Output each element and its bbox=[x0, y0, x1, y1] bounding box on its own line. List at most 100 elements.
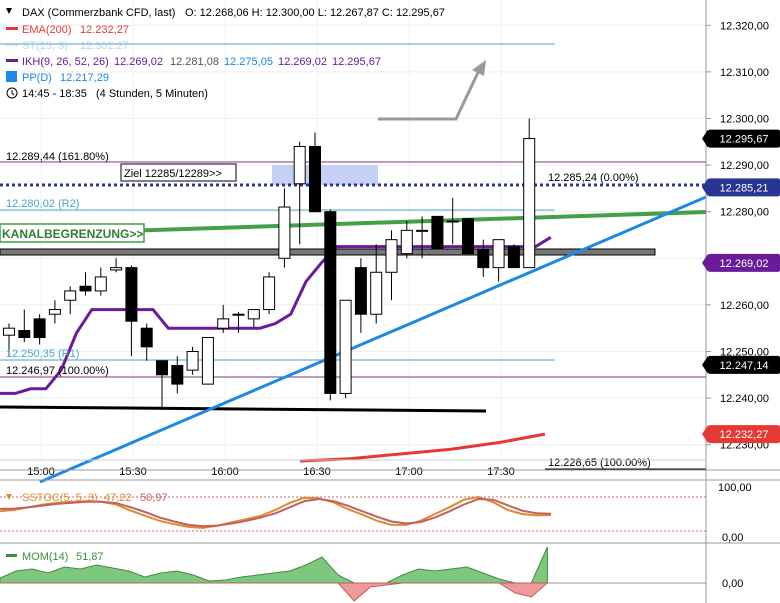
price-label-text: 12.285,21 bbox=[720, 182, 769, 194]
candle bbox=[523, 138, 536, 269]
price-label-text: 12.247,14 bbox=[720, 360, 769, 372]
y-tick-label: 12.320,00 bbox=[720, 20, 769, 32]
mom-label: MOM(14) bbox=[22, 551, 68, 563]
channel-box bbox=[0, 223, 145, 243]
stoc-tick-100: 100,00 bbox=[718, 482, 752, 494]
stoc-tick-0: 0,00 bbox=[722, 532, 743, 544]
target-label: Ziel 12285/12289>> bbox=[124, 168, 222, 180]
stoc-d-value: 50,97 bbox=[140, 492, 168, 504]
candle bbox=[110, 267, 123, 271]
candle bbox=[431, 215, 444, 250]
x-axis-ticks: 15:00 15:30 16:00 16:30 17:00 17:30 bbox=[27, 466, 515, 478]
candle bbox=[79, 285, 92, 292]
candle bbox=[125, 267, 138, 322]
ikh-value-2: 12.281,08 bbox=[170, 56, 219, 68]
st-legend-value: 12.302,27 bbox=[80, 40, 129, 52]
x-tick-label: 16:00 bbox=[211, 466, 239, 478]
price-label-pointer bbox=[702, 178, 708, 197]
ikh-value-1: 12.269,02 bbox=[114, 56, 163, 68]
clock-hands bbox=[11, 90, 15, 96]
candle bbox=[462, 218, 474, 255]
candle bbox=[507, 246, 520, 269]
x-tick-label: 15:30 bbox=[119, 466, 147, 478]
candle bbox=[339, 299, 352, 394]
x-tick-label: 15:00 bbox=[27, 466, 55, 478]
price-label-pointer bbox=[702, 425, 708, 444]
candle bbox=[94, 276, 107, 292]
candle bbox=[171, 364, 184, 385]
x-tick-label: 17:30 bbox=[487, 466, 515, 478]
grid bbox=[0, 0, 706, 460]
y-tick-label: 12.290,00 bbox=[720, 160, 769, 172]
chevron-down-icon[interactable] bbox=[6, 494, 12, 500]
mom-swatch bbox=[6, 554, 17, 557]
period-label: (4 Stunden, 5 Minuten) bbox=[96, 88, 208, 100]
stoc-d-line bbox=[0, 497, 552, 528]
candle bbox=[48, 309, 61, 315]
candle bbox=[201, 337, 214, 385]
channel-label: KANALBEGRENZUNG>> bbox=[2, 227, 143, 241]
ikh-value-4: 12.269,02 bbox=[278, 56, 327, 68]
ema-swatch bbox=[6, 27, 18, 30]
ema-line bbox=[299, 432, 546, 463]
candle bbox=[263, 276, 276, 311]
candle bbox=[156, 360, 168, 376]
candle bbox=[18, 330, 31, 339]
arrow-line bbox=[378, 63, 484, 121]
price-label-text: 12.269,02 bbox=[720, 258, 769, 270]
price-label-text: 12.232,27 bbox=[720, 429, 769, 441]
candle bbox=[293, 145, 306, 185]
candle bbox=[278, 206, 291, 259]
candle bbox=[492, 239, 505, 269]
target-zone bbox=[272, 165, 378, 185]
candle bbox=[309, 145, 321, 213]
ema-legend-value: 12.232,27 bbox=[80, 24, 129, 36]
y-tick-label: 12.260,00 bbox=[720, 300, 769, 312]
pp-swatch bbox=[6, 71, 17, 82]
ikh-polyline bbox=[0, 236, 552, 395]
candle bbox=[354, 267, 367, 315]
price-label-box bbox=[708, 425, 780, 444]
arrow-head-icon bbox=[472, 60, 486, 76]
fib-top-label: 12.289,44 (161.80%) bbox=[6, 151, 109, 163]
x-tick-label: 17:00 bbox=[395, 466, 423, 478]
mom-value: 51,87 bbox=[76, 551, 104, 563]
fib-bottom-label: 12.246,97 (100.00%) bbox=[6, 365, 109, 377]
price-label-box bbox=[708, 355, 780, 374]
candles bbox=[3, 118, 536, 408]
ikh-line bbox=[0, 236, 552, 395]
pp-legend-value: 12.217,29 bbox=[60, 72, 109, 84]
price-label-pointer bbox=[702, 129, 708, 148]
clock-icon bbox=[6, 87, 18, 99]
candle bbox=[400, 229, 413, 255]
price-label-box bbox=[708, 178, 780, 197]
y-axis-ticks: 12.320,00 12.310,00 12.300,00 12.290,00 12.2… bbox=[706, 20, 769, 452]
candle bbox=[33, 318, 46, 339]
support-line bbox=[0, 405, 487, 413]
target-box bbox=[120, 163, 237, 182]
y-tick-label: 12.300,00 bbox=[720, 114, 769, 126]
st-legend-label: ST(15, 3) bbox=[22, 40, 68, 52]
price-label-text: 12.295,67 bbox=[720, 134, 769, 146]
x-tick-label: 16:30 bbox=[303, 466, 331, 478]
y-tick-label: 12.250,00 bbox=[720, 346, 769, 358]
ikh-swatch bbox=[6, 59, 18, 62]
candle bbox=[385, 239, 398, 273]
mom-negative-area bbox=[0, 582, 549, 602]
ema-polyline bbox=[299, 432, 546, 463]
candle bbox=[232, 313, 245, 316]
ikh-value-5: 12.295,67 bbox=[332, 56, 381, 68]
st-swatch bbox=[6, 43, 18, 46]
mom-positive-area bbox=[0, 546, 548, 584]
chevron-down-icon[interactable] bbox=[6, 8, 12, 14]
instrument-title: DAX (Commerzbank CFD, last) bbox=[22, 7, 175, 19]
candle bbox=[140, 327, 153, 348]
candle bbox=[370, 271, 383, 315]
stoc-k-value: 47,22 bbox=[104, 492, 132, 504]
price-labels: 12.295,67 12.285,21 12.269,02 12.247,14 12.2… bbox=[702, 129, 780, 444]
y-tick-label: 12.310,00 bbox=[720, 67, 769, 79]
price-label-pointer bbox=[702, 253, 708, 272]
candle bbox=[3, 327, 15, 336]
mom-tick-0: 0,00 bbox=[722, 578, 743, 590]
